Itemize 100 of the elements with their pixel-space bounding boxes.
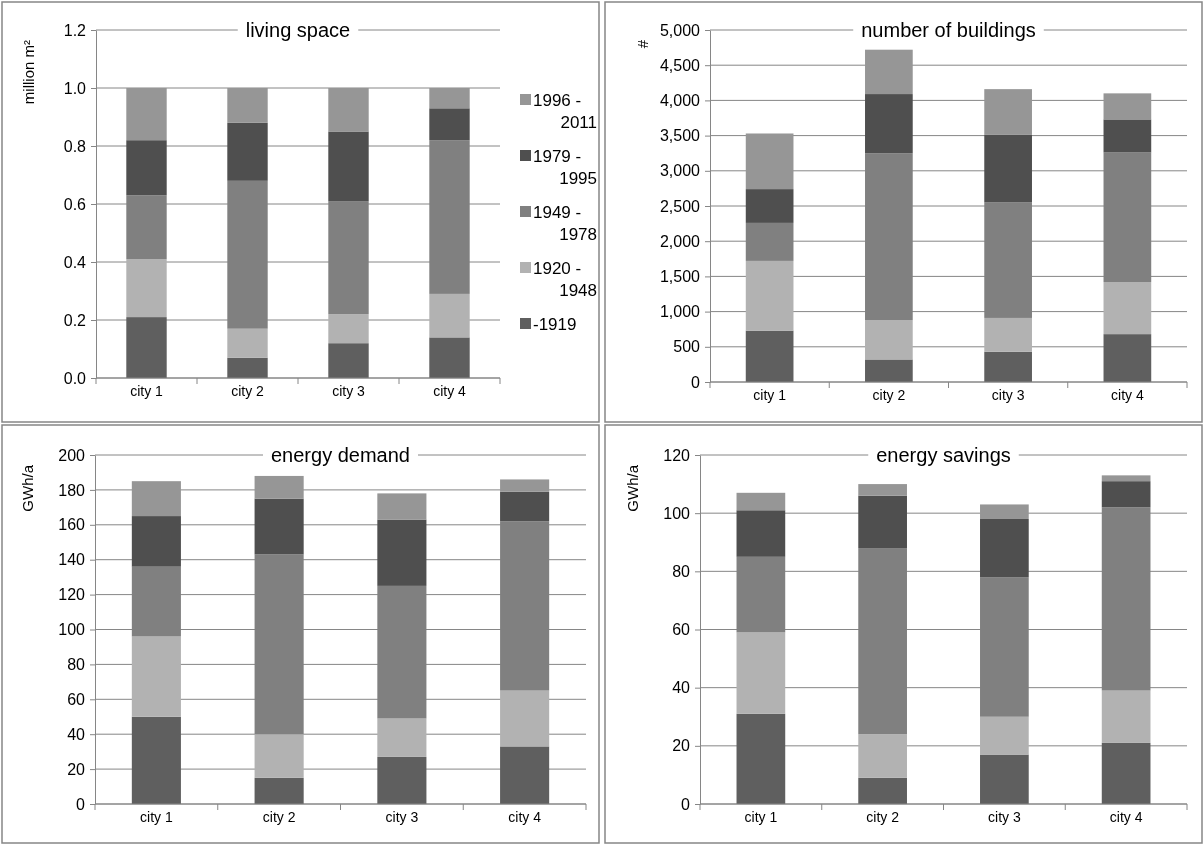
bar [131,636,181,717]
bar [984,89,1032,135]
bar [254,498,304,555]
bar [429,88,470,109]
bar [980,504,1029,519]
y-tick-label: 200 [58,446,86,464]
bar [126,88,167,141]
y-tick-label: 20 [67,760,86,778]
legend-label: -1919 [533,315,577,334]
x-tick-label: city 1 [753,387,787,404]
bar [227,88,268,123]
bar [736,632,786,714]
bar [1103,282,1152,335]
y-axis-title: # [634,39,651,49]
bar [736,492,786,511]
bar [227,328,268,358]
bar [500,746,550,804]
y-tick-label: 0.6 [63,195,87,213]
bar [858,777,907,804]
y-tick-label: 80 [67,656,86,674]
y-tick-label: 60 [672,621,691,639]
bar [500,690,550,747]
x-tick-label: city 2 [262,809,296,826]
bar [865,359,913,382]
y-tick-label: 4,000 [659,92,701,110]
y-tick-label: 1,000 [659,303,701,321]
y-tick-label: 1.2 [63,21,87,39]
bar [980,716,1029,755]
x-tick-label: city 4 [508,809,542,826]
y-tick-label: 3,500 [659,127,701,145]
bar [377,718,427,757]
bar [736,713,786,804]
bar [736,510,786,557]
bar [429,337,470,378]
y-tick-label: 500 [673,338,701,356]
legend-label: 1949 - 1978 [533,203,597,245]
bar [1103,119,1152,153]
y-tick-label: 40 [67,725,86,743]
bar [328,314,369,344]
x-tick-label: city 3 [988,809,1021,826]
bar [858,484,907,496]
x-tick-label: city 2 [872,387,906,404]
y-tick-label: 2,000 [659,232,701,250]
bar [984,134,1032,203]
y-tick-label: 20 [672,737,691,755]
bar [1101,481,1151,508]
bar [865,320,913,360]
bar [500,491,550,522]
x-tick-label: city 2 [231,383,265,400]
x-tick-label: city 1 [744,809,778,826]
x-tick-label: city 3 [991,387,1025,404]
bar [984,317,1032,352]
x-tick-label: city 1 [130,383,164,400]
y-tick-label: 120 [663,446,691,464]
bar [858,495,907,549]
bar [980,518,1029,578]
bar [328,343,369,378]
chart-title: energy savings [876,444,1011,466]
bar [865,49,913,95]
y-tick-label: 2,500 [659,197,701,215]
bar [429,108,470,141]
chart-title: energy demand [271,444,410,466]
x-tick-label: city 3 [332,383,366,400]
bar [865,94,913,154]
bar [1103,334,1152,382]
bar [227,122,268,181]
y-tick-label: 40 [672,679,691,697]
y-tick-label: 80 [672,562,691,580]
x-tick-label: city 1 [140,809,173,826]
bar [227,357,268,378]
y-tick-label: 120 [58,586,86,604]
y-axis-title: million m² [20,40,37,105]
bar [126,259,167,318]
bar [131,516,181,567]
y-tick-label: 1,500 [659,268,701,286]
y-axis-title: GWh/a [19,464,36,512]
y-tick-label: 0 [681,795,691,813]
y-tick-label: 0.0 [63,369,87,387]
y-tick-label: 100 [663,504,691,522]
legend-label: 1920 - 1948 [533,259,597,301]
y-axis-title: GWh/a [624,464,641,512]
y-tick-label: 60 [67,690,86,708]
legend-label: 1996 - 2011 [533,91,597,133]
y-tick-label: 1.0 [63,79,87,97]
bar [328,131,369,202]
bar [377,493,427,520]
bar [377,519,427,586]
y-tick-label: 5,000 [659,21,701,39]
bar [1101,690,1151,743]
bar [126,140,167,196]
x-tick-label: city 4 [1109,809,1143,826]
y-tick-label: 100 [58,621,86,639]
bar [254,734,304,778]
y-tick-label: 0.8 [63,137,87,155]
bar [254,777,304,804]
bar [500,479,550,492]
bar [984,351,1032,382]
bar [1101,742,1151,804]
bar [131,481,181,517]
y-tick-label: 180 [58,481,86,499]
